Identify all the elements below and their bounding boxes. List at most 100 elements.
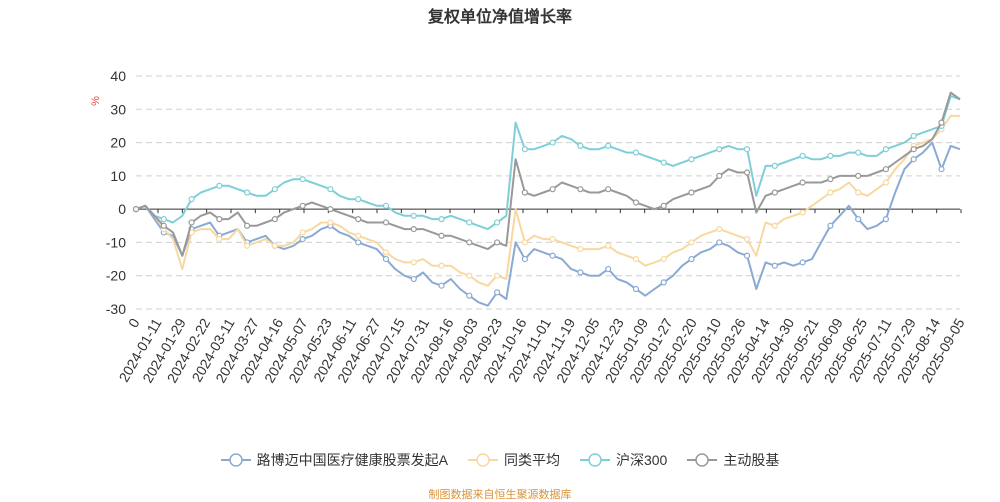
legend-item-fund[interactable]: 路博迈中国医疗健康股票发起A xyxy=(220,450,448,470)
data-point xyxy=(938,119,945,126)
data-point xyxy=(632,285,640,293)
data-point xyxy=(688,255,695,263)
data-point xyxy=(882,179,890,186)
data-point xyxy=(160,222,167,229)
data-point xyxy=(577,269,584,276)
data-point xyxy=(466,239,473,246)
data-point xyxy=(466,292,473,299)
legend-item-active-equity[interactable]: 主动股基 xyxy=(687,450,779,470)
data-point xyxy=(660,279,667,286)
data-point xyxy=(716,146,723,153)
legend: 路博迈中国医疗健康股票发起A 同类平均 沪深300 主动股基 xyxy=(0,450,1000,470)
legend-marker-fund xyxy=(220,453,251,467)
data-point xyxy=(299,229,306,236)
data-point xyxy=(216,182,223,189)
data-point xyxy=(355,216,362,223)
data-point xyxy=(521,189,528,196)
data-point xyxy=(410,259,417,266)
data-point xyxy=(466,219,473,226)
data-point xyxy=(855,189,862,196)
data-point xyxy=(549,252,556,259)
data-point xyxy=(632,255,640,263)
data-point xyxy=(660,159,667,166)
data-point xyxy=(688,156,695,163)
y-tick-label: 30 xyxy=(110,101,126,117)
data-point xyxy=(188,196,195,203)
data-point xyxy=(549,236,556,243)
data-point xyxy=(882,146,890,153)
data-point xyxy=(438,262,445,269)
y-axis-label: % xyxy=(90,96,102,106)
data-point xyxy=(577,245,584,253)
data-point xyxy=(216,216,223,223)
data-point xyxy=(382,219,390,226)
data-point xyxy=(827,222,834,229)
data-point xyxy=(244,189,251,196)
data-point xyxy=(299,236,306,243)
source-note: 制图数据来自恒生聚源数据库 xyxy=(428,489,572,501)
data-point xyxy=(577,142,584,149)
data-point xyxy=(438,216,445,223)
legend-item-peer-average[interactable]: 同类平均 xyxy=(467,450,560,470)
data-point xyxy=(743,169,751,176)
y-tick-label: 10 xyxy=(110,168,126,184)
data-point xyxy=(938,166,945,173)
data-point xyxy=(743,236,751,243)
data-point xyxy=(605,186,612,193)
data-point xyxy=(410,226,417,233)
data-point xyxy=(910,146,917,153)
data-point xyxy=(799,259,806,266)
data-point xyxy=(799,179,806,186)
grid-lines xyxy=(136,75,960,310)
data-point xyxy=(549,186,556,193)
series-line xyxy=(135,114,960,287)
data-point xyxy=(216,236,223,243)
data-point xyxy=(910,132,917,140)
data-point xyxy=(438,282,445,289)
y-tick-label: 20 xyxy=(110,135,126,151)
data-point xyxy=(244,222,251,229)
data-point xyxy=(327,186,334,193)
data-point xyxy=(355,232,362,239)
data-point xyxy=(632,199,640,206)
data-point xyxy=(660,202,667,209)
data-point xyxy=(827,189,834,196)
data-point xyxy=(688,239,695,246)
data-point xyxy=(771,262,778,269)
legend-label-csi300: 沪深300 xyxy=(615,452,668,468)
data-point xyxy=(855,216,862,223)
data-point xyxy=(882,216,890,223)
series-0 xyxy=(132,141,961,307)
data-point xyxy=(493,289,501,296)
chart-title: 复权单位净值增长率 xyxy=(427,7,572,26)
x-tick-label: 0 xyxy=(125,315,143,330)
series-2 xyxy=(132,95,961,231)
data-point xyxy=(521,146,528,153)
legend-label-active-equity: 主动股基 xyxy=(723,452,780,468)
legend-item-csi300[interactable]: 沪深300 xyxy=(579,450,668,470)
data-point xyxy=(855,149,862,156)
y-tick-label: -20 xyxy=(106,268,126,284)
data-point xyxy=(799,209,806,216)
data-point xyxy=(327,206,334,213)
data-point xyxy=(716,239,723,246)
data-point xyxy=(271,242,278,249)
data-point xyxy=(743,146,751,153)
y-tick-label: -30 xyxy=(106,301,126,317)
data-point xyxy=(271,186,278,193)
data-point xyxy=(188,219,195,226)
data-point xyxy=(660,255,667,263)
data-point xyxy=(410,275,417,283)
data-point xyxy=(521,255,528,263)
data-point xyxy=(743,252,751,259)
data-point xyxy=(771,189,778,196)
data-point xyxy=(355,239,362,246)
series-line xyxy=(135,91,961,257)
data-point xyxy=(521,239,528,246)
legend-marker-active-equity xyxy=(687,453,718,467)
data-point xyxy=(632,149,640,156)
data-point xyxy=(882,166,890,173)
data-point xyxy=(299,202,306,209)
data-point xyxy=(799,152,806,159)
